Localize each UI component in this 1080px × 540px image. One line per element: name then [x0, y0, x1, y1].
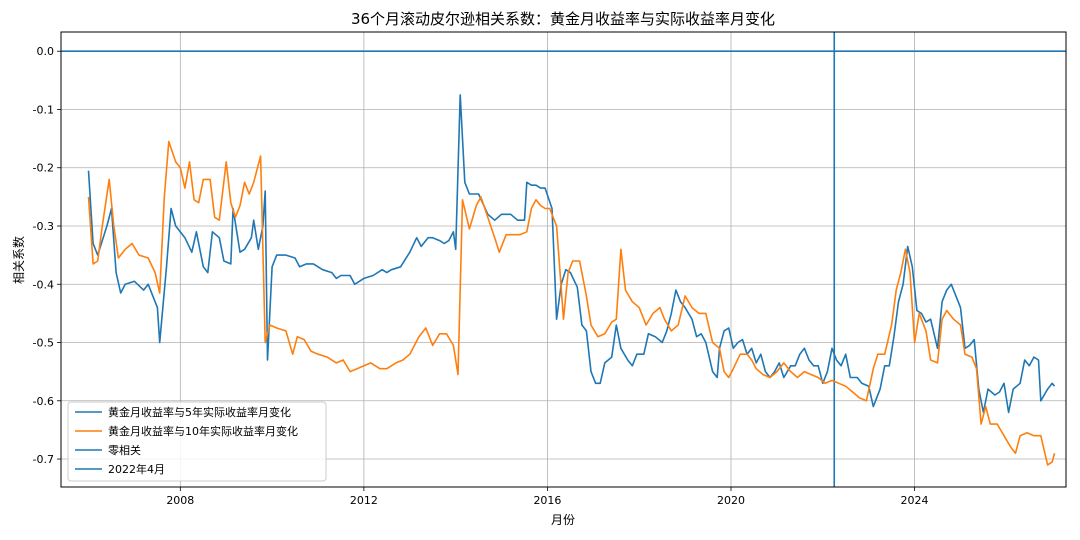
plot-frame	[60, 31, 1067, 488]
y-tick-label-0: 0.0	[37, 45, 55, 58]
y-tick-label-4: -0.4	[33, 278, 54, 291]
y-axis-label: 相关系数	[11, 236, 26, 284]
reference-lines	[61, 32, 1066, 487]
y-tick-label-2: -0.2	[33, 162, 54, 175]
x-tick-label-2016: 2016	[533, 494, 561, 507]
legend-label-zero: 零相关	[108, 443, 141, 457]
x-axis-label: 月份	[551, 513, 575, 527]
series-line-10y	[87, 140, 1056, 466]
legend-label-5y: 黄金月收益率与5年实际收益率月变化	[108, 405, 291, 419]
legend-label-10y: 黄金月收益率与10年实际收益率月变化	[108, 424, 298, 438]
chart-title: 36个月滚动皮尔逊相关系数：黄金月收益率与实际收益率月变化	[351, 10, 775, 28]
x-tick-label-2020: 2020	[717, 494, 745, 507]
y-tick-label-7: -0.7	[33, 453, 54, 466]
y-tick-label-1: -0.1	[33, 103, 54, 116]
x-tick-label-2024: 2024	[901, 494, 929, 507]
y-ticks: 0.0 -0.1 -0.2 -0.3 -0.4 -0.5 -0.6 -0.7	[33, 45, 61, 466]
legend-label-april-2022: 2022年4月	[108, 462, 165, 476]
x-tick-label-2008: 2008	[166, 494, 194, 507]
series-line-5y	[87, 94, 1056, 414]
series-lines	[87, 94, 1056, 466]
x-ticks: 2008 2012 2016 2020 2024	[166, 487, 929, 507]
y-tick-label-5: -0.5	[33, 337, 54, 350]
y-tick-label-3: -0.3	[33, 220, 54, 233]
x-tick-label-2012: 2012	[350, 494, 378, 507]
legend-box	[67, 401, 327, 482]
y-tick-label-6: -0.6	[33, 395, 54, 408]
legend: 黄金月收益率与5年实际收益率月变化 黄金月收益率与10年实际收益率月变化 零相关…	[67, 401, 327, 482]
